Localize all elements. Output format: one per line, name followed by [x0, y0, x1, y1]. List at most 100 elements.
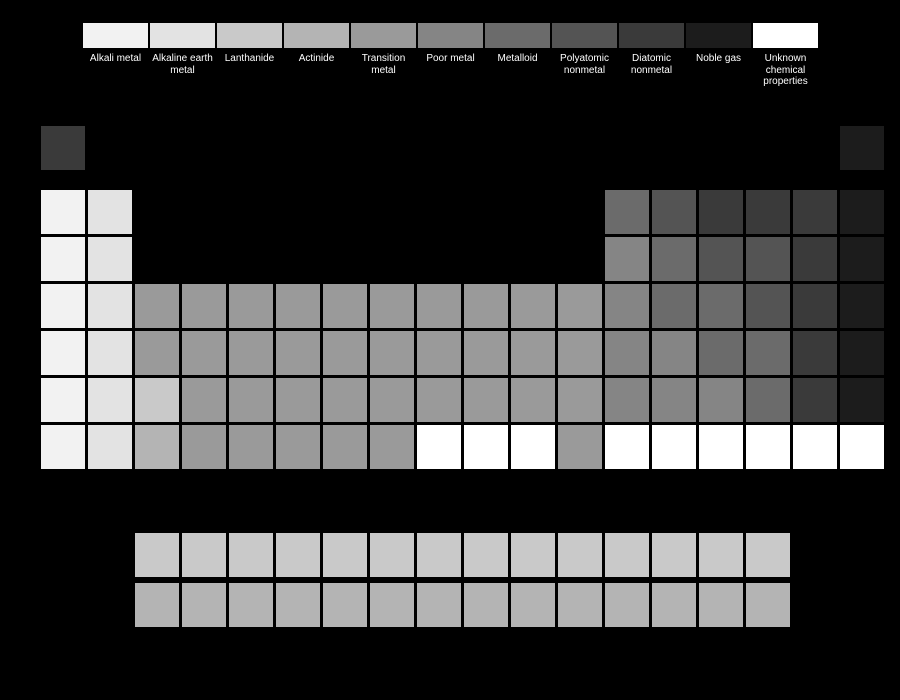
element-cell: [228, 377, 274, 423]
element-cell: [40, 125, 86, 171]
fblock-cell: [557, 532, 603, 578]
element-cell: [40, 330, 86, 376]
element-cell: [40, 236, 86, 282]
fblock-cell: [322, 532, 368, 578]
element-cell: [369, 377, 415, 423]
element-cell: [322, 283, 368, 329]
element-cell: [745, 377, 791, 423]
legend-label: Metalloid: [484, 53, 551, 65]
element-cell: [463, 424, 509, 470]
element-cell: [651, 377, 697, 423]
legend-item: Actinide: [283, 22, 350, 88]
legend-label: Diatomic nonmetal: [618, 53, 685, 76]
element-cell: [839, 283, 885, 329]
fblock-cell: [651, 582, 697, 628]
element-cell: [792, 283, 838, 329]
element-cell: [369, 283, 415, 329]
fblock-cell: [510, 582, 556, 628]
fblock-cell: [322, 582, 368, 628]
element-cell: [745, 189, 791, 235]
element-cell: [510, 330, 556, 376]
legend-swatch: [417, 22, 484, 49]
element-cell: [651, 236, 697, 282]
element-cell: [698, 189, 744, 235]
legend-item: Polyatomic nonmetal: [551, 22, 618, 88]
element-cell: [40, 424, 86, 470]
element-cell: [604, 330, 650, 376]
fblock-cell: [228, 532, 274, 578]
legend-label: Polyatomic nonmetal: [551, 53, 618, 76]
legend-label: Alkaline earth metal: [149, 53, 216, 76]
legend-swatch: [283, 22, 350, 49]
element-cell: [322, 377, 368, 423]
element-cell: [87, 330, 133, 376]
element-cell: [275, 424, 321, 470]
element-cell: [416, 283, 462, 329]
element-cell: [604, 424, 650, 470]
fblock-cell: [134, 532, 180, 578]
element-cell: [510, 424, 556, 470]
legend-label: Lanthanide: [216, 53, 283, 65]
element-cell: [463, 283, 509, 329]
fblock-cell: [134, 582, 180, 628]
fblock-cell: [275, 582, 321, 628]
element-cell: [40, 189, 86, 235]
element-cell: [275, 283, 321, 329]
element-cell: [322, 424, 368, 470]
element-cell: [792, 424, 838, 470]
element-cell: [181, 424, 227, 470]
fblock-cell: [275, 532, 321, 578]
element-cell: [839, 424, 885, 470]
element-cell: [87, 283, 133, 329]
legend-label: Alkali metal: [82, 53, 149, 65]
element-cell: [604, 236, 650, 282]
element-cell: [745, 424, 791, 470]
fblock-cell: [369, 582, 415, 628]
legend-item: Noble gas: [685, 22, 752, 88]
legend-swatch: [551, 22, 618, 49]
element-cell: [557, 424, 603, 470]
legend-swatch: [82, 22, 149, 49]
element-cell: [369, 424, 415, 470]
element-cell: [745, 283, 791, 329]
fblock-cell: [369, 532, 415, 578]
element-cell: [134, 330, 180, 376]
fblock-cell: [698, 582, 744, 628]
element-cell: [557, 377, 603, 423]
legend-label: Actinide: [283, 53, 350, 65]
element-cell: [322, 330, 368, 376]
element-cell: [651, 330, 697, 376]
element-cell: [604, 283, 650, 329]
fblock-cell: [651, 532, 697, 578]
element-cell: [463, 330, 509, 376]
element-cell: [557, 330, 603, 376]
fblock-cell: [510, 532, 556, 578]
fblock-cell: [416, 582, 462, 628]
element-cell: [510, 283, 556, 329]
element-cell: [651, 189, 697, 235]
category-legend: Alkali metalAlkaline earth metalLanthani…: [82, 22, 819, 88]
element-cell: [228, 283, 274, 329]
legend-item: Alkaline earth metal: [149, 22, 216, 88]
fblock-cell: [416, 532, 462, 578]
element-cell: [416, 424, 462, 470]
element-cell: [698, 330, 744, 376]
fblock-cell: [228, 582, 274, 628]
fblock-cell: [745, 532, 791, 578]
element-cell: [275, 377, 321, 423]
element-cell: [181, 330, 227, 376]
element-cell: [839, 236, 885, 282]
fblock-cell: [604, 582, 650, 628]
legend-swatch: [618, 22, 685, 49]
legend-item: Unknown chemical properties: [752, 22, 819, 88]
legend-swatch: [216, 22, 283, 49]
legend-item: Lanthanide: [216, 22, 283, 88]
element-cell: [839, 125, 885, 171]
element-cell: [275, 330, 321, 376]
element-cell: [87, 424, 133, 470]
element-cell: [40, 283, 86, 329]
fblock-cell: [698, 532, 744, 578]
element-cell: [839, 189, 885, 235]
element-cell: [698, 424, 744, 470]
element-cell: [839, 330, 885, 376]
